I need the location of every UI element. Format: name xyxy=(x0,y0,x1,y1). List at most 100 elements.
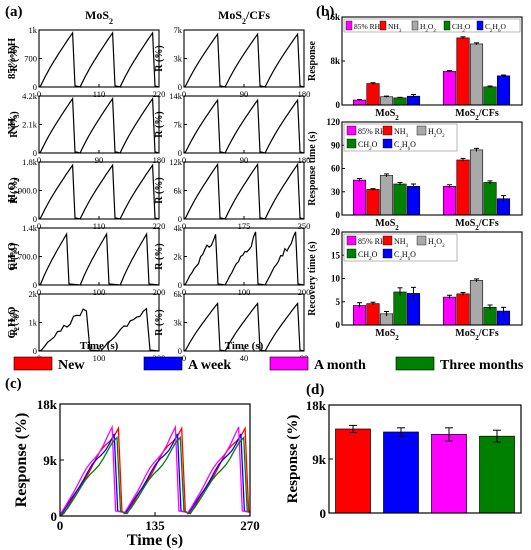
panel-b-ylabel: Recovery time (s) xyxy=(307,241,318,315)
panel-label-d: (d) xyxy=(306,382,324,398)
panel-b-bar xyxy=(379,96,394,106)
panel-b-category-label: MoS2/CFs xyxy=(455,218,499,232)
panel-b-ytick-label: 30 xyxy=(331,187,341,197)
panel-b-legend-label: 85% RH xyxy=(354,22,381,31)
panel-b-ytick-label: 16k xyxy=(326,12,340,22)
panel-a-xtick-label: 110 xyxy=(93,221,105,231)
panel-b-bar xyxy=(483,86,497,106)
panel-b-legend-label: NH3 xyxy=(388,22,402,34)
panel-b-legend-swatch xyxy=(382,125,393,136)
panel-b-legend-label: 85% RH xyxy=(358,127,386,136)
aging-legend-swatch xyxy=(269,356,309,371)
panel-c-series-line xyxy=(59,424,251,517)
panel-a-xtick-label: 110 xyxy=(93,89,105,99)
panel-a-gas-label: H2O2 xyxy=(6,178,21,203)
panel-a-ylabel: R (%) xyxy=(154,45,165,71)
panel-b-legend-label: C2H6O xyxy=(394,250,416,262)
panel-b-legend-label: H2O2 xyxy=(428,127,445,139)
panel-a-ylabel: R (%) xyxy=(9,45,20,71)
panel-a-ytick-label: 700 xyxy=(24,54,37,64)
panel-a-xtick-label: 0 xyxy=(37,89,41,99)
panel-a-gas-label: NH3 xyxy=(6,114,21,135)
panel-a-ytick-label: 2.1k xyxy=(22,120,38,130)
panel-a-xtick-label: 40 xyxy=(240,353,249,363)
panel-a-ytick-label: 2k xyxy=(29,289,38,299)
aging-legend-swatch xyxy=(143,356,183,371)
panel-a-response-curve xyxy=(183,32,305,88)
panel-d-bar xyxy=(383,431,419,514)
panel-a-xtick-label: 350 xyxy=(298,221,311,231)
panel-b-bar xyxy=(483,182,497,216)
panel-b-legend-swatch xyxy=(346,138,357,149)
panel-b-legend-label: H2O2 xyxy=(428,237,445,249)
panel-b-legend-swatch xyxy=(416,125,427,136)
panel-a-ytick-label: 1.8k xyxy=(22,157,38,167)
panel-b-ytick-label: 8k xyxy=(330,56,340,66)
panel-a-xtick-label: 0 xyxy=(182,221,186,231)
panel-a-ytick-label: 700.0 xyxy=(18,252,37,262)
panel-a-xlabel: Time (s) xyxy=(80,340,119,352)
panel-b-ytick-label: 20 xyxy=(331,227,341,237)
panel-a-ytick-label: 1k xyxy=(29,25,38,35)
panel-b-category-label: MoS2 xyxy=(375,108,399,122)
panel-b-category-label: MoS2/CFs xyxy=(455,108,499,122)
panel-a-response-curve xyxy=(38,31,160,88)
panel-a-xlabel: Time (s) xyxy=(225,340,264,352)
panel-b-bar xyxy=(469,280,484,326)
panel-c-xtick-label: 0 xyxy=(57,518,64,533)
panel-a-ytick-label: 7k xyxy=(174,25,183,35)
panel-a-xtick-label: 100 xyxy=(93,353,106,363)
panel-b-ytick-label: 60 xyxy=(331,164,341,174)
panel-c-ytick-label: 9k xyxy=(43,453,58,468)
panel-a-ylabel: R (%) xyxy=(154,243,165,269)
panel-a-ylabel: R (%) xyxy=(9,243,20,269)
panel-b-legend-swatch xyxy=(443,20,451,31)
aging-legend-swatch xyxy=(395,356,435,371)
panel-a-xtick-label: 180 xyxy=(298,155,311,165)
panel-b-legend-label: CH2O xyxy=(358,140,378,152)
panel-b-bar xyxy=(496,75,511,106)
panel-b-ytick-label: 120 xyxy=(327,117,341,127)
panel-b-legend-box xyxy=(343,123,458,152)
panel-b-bar xyxy=(469,149,484,216)
panel-a-xtick-label: 0 xyxy=(37,287,41,297)
panel-a-xtick-label: 0 xyxy=(182,89,186,99)
panel-a-ytick-label: 4k xyxy=(174,223,183,233)
panel-c-series-line xyxy=(59,433,251,517)
panel-a-ytick-label: 0 xyxy=(33,346,37,356)
panel-b-legend-box xyxy=(343,233,458,262)
panel-a-response-curve xyxy=(183,231,305,286)
panel-a-response-curve xyxy=(38,96,160,154)
panel-a-ytick-label: 2k xyxy=(174,252,183,262)
panel-a-xtick-label: 0 xyxy=(182,287,186,297)
aging-legend-swatch xyxy=(13,356,53,371)
panel-b-bar xyxy=(366,83,380,106)
panel-b-legend-label: 85% RH xyxy=(358,237,386,246)
panel-d-bar xyxy=(479,435,515,514)
panel-a-xtick-label: 100 xyxy=(238,287,251,297)
panel-b-bar xyxy=(379,175,394,216)
panel-b-bar xyxy=(442,71,457,106)
panel-b-bar xyxy=(456,37,470,106)
panel-b-legend-label: C2H6O xyxy=(485,22,506,34)
panel-a-ytick-label: 0 xyxy=(33,280,37,290)
panel-b-bar xyxy=(352,99,367,106)
panel-a-ylabel: R (%) xyxy=(154,177,165,203)
panel-a-xtick-label: 180 xyxy=(298,89,311,99)
panel-a-xtick-label: 0 xyxy=(37,155,41,165)
panel-b-legend-label: CH2O xyxy=(358,250,378,262)
panel-b-bar xyxy=(393,183,407,216)
panel-a-ytick-label: 3k xyxy=(174,54,183,64)
panel-a-gas-label: 85% RH xyxy=(6,37,18,79)
panel-b-legend-swatch xyxy=(416,235,427,246)
panel-b-legend-label: H2O2 xyxy=(420,22,436,34)
panel-a-xtick-label: 220 xyxy=(153,221,166,231)
panel-a-ylabel: R (%) xyxy=(9,111,20,137)
panel-c-xlabel: Time (s) xyxy=(127,532,183,549)
panel-a-ytick-label: 7k xyxy=(174,120,183,130)
aging-legend-label: A week xyxy=(188,358,231,373)
panel-a-ytick-label: 0 xyxy=(33,82,37,92)
panel-a-ylabel: R (%) xyxy=(9,309,20,335)
panel-a-ylabel: R (%) xyxy=(154,309,165,335)
panel-b-legend-swatch xyxy=(346,248,357,259)
